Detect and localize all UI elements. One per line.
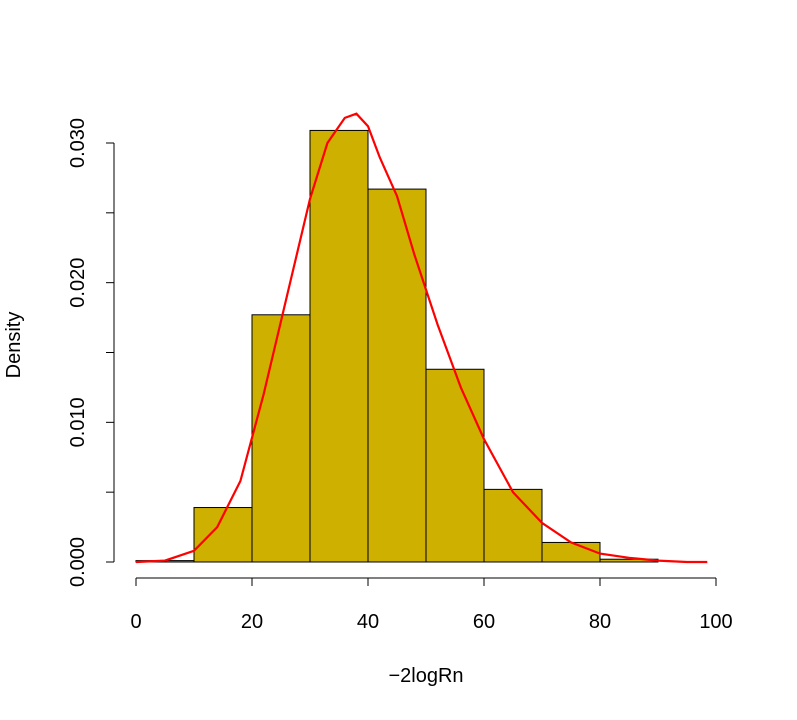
- y-tick-label-0: 0.000: [67, 537, 89, 587]
- x-tick-label-1: 20: [241, 611, 263, 633]
- x-tick-label-0: 0: [130, 611, 141, 633]
- y-axis-title: Density: [3, 312, 25, 379]
- y-tick-label-1: 0.010: [67, 397, 89, 447]
- histogram-bar-2: [251, 314, 311, 563]
- y-tick-label-3: 0.030: [67, 118, 89, 168]
- x-tick-label-5: 100: [699, 611, 732, 633]
- histogram-bar-3: [309, 129, 369, 563]
- y-axis: 0.000 0.010 0.020 0.030: [67, 118, 115, 587]
- x-tick-label-3: 60: [473, 611, 495, 633]
- histogram-bar-5: [425, 368, 485, 563]
- histogram-bar-4: [367, 188, 427, 563]
- x-axis-title: −2logRn: [388, 665, 463, 687]
- y-tick-label-2: 0.020: [67, 258, 89, 308]
- x-tick-label-4: 80: [589, 611, 611, 633]
- x-axis: 0 20 40 60 80 100: [130, 577, 733, 633]
- histogram-bar-6: [483, 488, 543, 563]
- x-tick-label-2: 40: [357, 611, 379, 633]
- density-curve: [135, 112, 708, 564]
- histogram-bar-7: [541, 541, 601, 563]
